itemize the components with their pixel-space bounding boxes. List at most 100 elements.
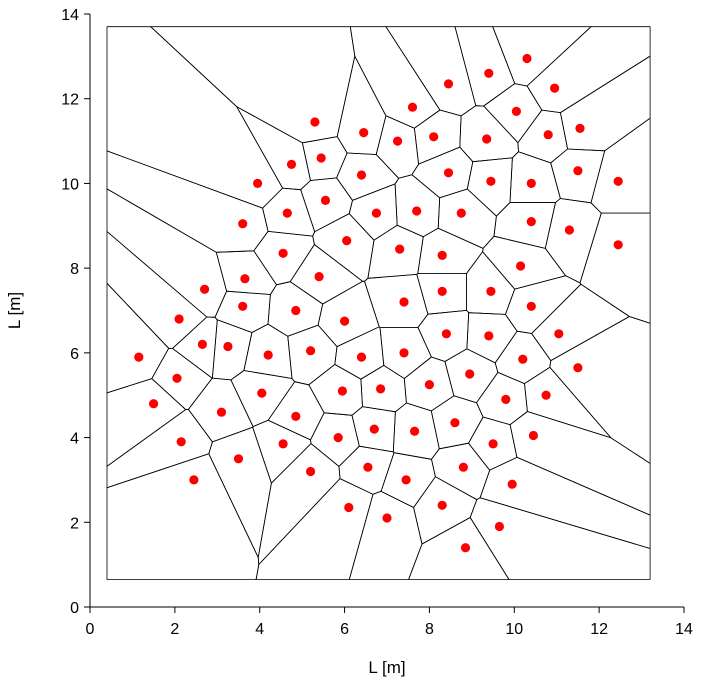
- data-point: [456, 208, 466, 218]
- data-point: [482, 134, 492, 144]
- data-point: [412, 206, 422, 216]
- data-point: [233, 454, 244, 464]
- data-point: [238, 301, 248, 311]
- data-point: [340, 316, 350, 326]
- data-point: [189, 475, 199, 485]
- data-point: [376, 384, 386, 394]
- data-point: [441, 329, 451, 339]
- data-point: [486, 176, 496, 186]
- y-tick-label: 8: [70, 261, 79, 278]
- data-point: [458, 462, 468, 472]
- data-point: [518, 354, 528, 364]
- data-point: [450, 418, 460, 428]
- data-point: [399, 297, 409, 307]
- data-point: [263, 350, 273, 360]
- data-point: [337, 386, 347, 396]
- data-point: [526, 217, 536, 227]
- data-point: [333, 433, 343, 443]
- data-point: [526, 301, 536, 311]
- data-point: [278, 439, 288, 449]
- data-point: [613, 176, 623, 186]
- data-point: [541, 390, 551, 400]
- data-point: [410, 426, 420, 436]
- data-point: [407, 102, 418, 112]
- data-point: [363, 462, 373, 472]
- data-point: [507, 479, 517, 489]
- data-point: [465, 369, 475, 379]
- data-point: [575, 123, 585, 133]
- y-tick-label: 10: [61, 176, 79, 193]
- axes: 0 2 4 6 8 10 12 14 0 2 4 6 8 10 12 14: [61, 7, 693, 638]
- data-point: [486, 286, 496, 296]
- data-point: [522, 53, 532, 64]
- data-point: [310, 117, 320, 127]
- data-point: [223, 341, 233, 352]
- data-point: [395, 244, 405, 254]
- data-point: [437, 250, 447, 260]
- data-point: [356, 170, 367, 180]
- data-point: [382, 513, 392, 523]
- y-tick-label: 14: [61, 7, 79, 24]
- data-point: [371, 208, 381, 218]
- x-tick-label: 12: [590, 621, 608, 638]
- data-point: [356, 352, 367, 362]
- data-point: [460, 543, 471, 553]
- data-point: [543, 130, 553, 140]
- data-point: [369, 424, 379, 434]
- data-point: [399, 348, 409, 358]
- y-tick-label: 12: [61, 92, 79, 109]
- data-point: [550, 83, 560, 93]
- data-point: [320, 195, 331, 205]
- data-point: [564, 225, 575, 235]
- data-point: [488, 439, 498, 449]
- y-tick-label: 6: [70, 346, 79, 363]
- data-point: [238, 219, 248, 229]
- x-tick-label: 2: [170, 621, 179, 638]
- data-point: [554, 329, 564, 339]
- data-point: [393, 136, 403, 146]
- voronoi-cell: [579, 212, 651, 324]
- data-point: [278, 248, 288, 258]
- data-point: [216, 407, 227, 417]
- data-point: [174, 314, 184, 324]
- data-point: [314, 272, 324, 282]
- data-point: [494, 521, 504, 532]
- data-point: [573, 363, 583, 373]
- y-axis-title: L [m]: [5, 292, 24, 329]
- data-point: [528, 430, 539, 441]
- data-point: [516, 261, 526, 271]
- x-tick-label: 8: [425, 621, 434, 638]
- y-tick-label: 0: [70, 600, 79, 617]
- data-point: [342, 236, 352, 246]
- data-point: [437, 500, 447, 510]
- data-point: [306, 466, 316, 477]
- data-point: [240, 274, 250, 284]
- data-point: [511, 106, 521, 116]
- voronoi-cell: [479, 456, 651, 549]
- x-tick-label: 0: [86, 621, 95, 638]
- x-tick-label: 4: [255, 621, 264, 638]
- data-point: [613, 240, 623, 250]
- data-points: [134, 53, 623, 553]
- data-point: [172, 373, 182, 383]
- data-point: [359, 128, 369, 138]
- voronoi-edges: [106, 26, 651, 580]
- data-point: [291, 411, 301, 421]
- data-point: [134, 352, 144, 362]
- x-tick-label: 6: [340, 621, 349, 638]
- data-point: [443, 79, 454, 89]
- data-point: [344, 502, 354, 513]
- data-point: [200, 284, 210, 294]
- data-point: [424, 380, 434, 390]
- data-point: [257, 388, 267, 398]
- data-point: [429, 132, 439, 142]
- data-point: [443, 168, 454, 178]
- data-point: [401, 475, 411, 485]
- y-tick-label: 4: [70, 431, 79, 448]
- data-point: [526, 178, 536, 188]
- x-tick-label: 10: [505, 621, 523, 638]
- data-point: [149, 399, 159, 409]
- data-point: [282, 208, 292, 218]
